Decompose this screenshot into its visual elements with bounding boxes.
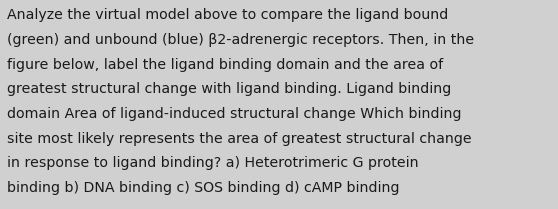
- Text: figure below, label the ligand binding domain and the area of: figure below, label the ligand binding d…: [7, 58, 444, 72]
- Text: site most likely represents the area of greatest structural change: site most likely represents the area of …: [7, 132, 472, 146]
- Text: binding b) DNA binding c) SOS binding d) cAMP binding: binding b) DNA binding c) SOS binding d)…: [7, 181, 400, 195]
- Text: Analyze the virtual model above to compare the ligand bound: Analyze the virtual model above to compa…: [7, 8, 449, 22]
- Text: (green) and unbound (blue) β2-adrenergic receptors. Then, in the: (green) and unbound (blue) β2-adrenergic…: [7, 33, 474, 47]
- Text: in response to ligand binding? a) Heterotrimeric G protein: in response to ligand binding? a) Hetero…: [7, 156, 419, 170]
- Text: domain Area of ligand-induced structural change Which binding: domain Area of ligand-induced structural…: [7, 107, 462, 121]
- Text: greatest structural change with ligand binding. Ligand binding: greatest structural change with ligand b…: [7, 82, 451, 96]
